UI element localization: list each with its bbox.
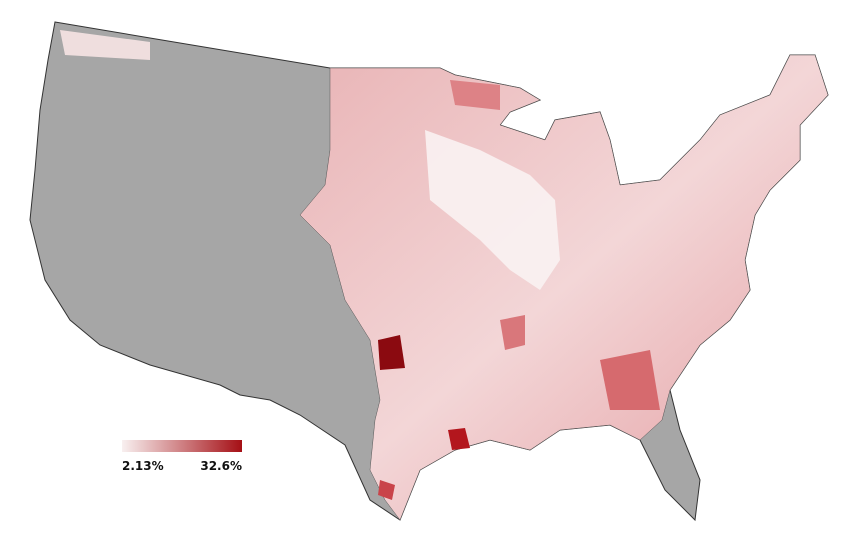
dark-spot [448,428,470,450]
dark-spot [500,315,525,350]
light-region [60,30,150,60]
dark-spot [450,80,500,110]
legend-label: 2.13% [122,459,164,473]
legend-bar [122,440,242,452]
dark-spot [600,350,660,410]
dark-spot [378,480,395,500]
colored-region [299,54,829,521]
light-region [425,130,560,290]
legend-label: 32.6% [200,459,242,473]
dark-spot [378,335,405,370]
